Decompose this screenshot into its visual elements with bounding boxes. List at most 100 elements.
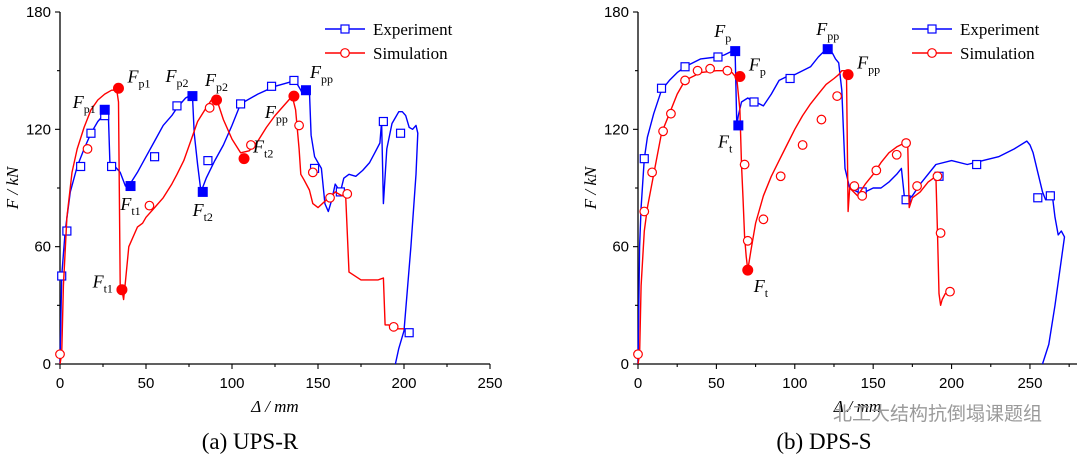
key-point-label: Fpp (264, 102, 288, 126)
data-point-circle (633, 349, 643, 360)
key-point-label-sub: p1 (138, 76, 150, 90)
data-point-square (972, 159, 982, 170)
data-point-square (639, 154, 649, 164)
key-point-square (300, 85, 311, 96)
key-point-label: Fpp (309, 62, 333, 86)
data-point-circle (849, 181, 860, 191)
y-tick-label: 60 (612, 239, 629, 256)
x-tick-label: 0 (634, 375, 642, 392)
y-tick-label: 120 (604, 121, 629, 138)
key-point-label-sub: p (760, 65, 766, 79)
x-tick-label: 50 (708, 375, 725, 392)
key-point-label: Ft2 (192, 200, 213, 224)
data-point-square (203, 156, 213, 166)
key-point-label-sub: pp (276, 112, 288, 126)
legend-marker-square (927, 24, 937, 34)
chart-ups-r: 0 50 100 150 200 250 0 60 120 180 Δ / mm F / kN (a) … (3, 4, 503, 454)
x-tick-label: 200 (939, 375, 964, 392)
key-point-square (187, 91, 198, 102)
data-point-circle (871, 165, 882, 176)
series-simulation (633, 63, 955, 365)
data-point-circle (307, 167, 318, 178)
key-point-label-main: F (815, 19, 828, 39)
key-point-label: Fp2 (164, 66, 188, 90)
data-point-square (395, 128, 406, 138)
chart-caption: (b) DPS-S (776, 429, 871, 454)
x-tick-label: 150 (305, 375, 330, 392)
key-point-label-sub: pp (827, 29, 839, 43)
data-point-square (1033, 193, 1043, 203)
data-point-square (266, 81, 277, 91)
key-point-square (730, 46, 741, 57)
data-point-circle (775, 171, 786, 182)
data-point-square (289, 75, 299, 86)
data-point-circle (204, 102, 215, 113)
key-point-label-sub: t2 (264, 147, 273, 161)
data-point-circle (388, 321, 399, 332)
key-point-square (99, 104, 110, 115)
key-point-label-sub: t (729, 141, 733, 155)
key-point-label: Fp1 (72, 92, 96, 116)
data-point-circle (692, 65, 703, 76)
key-point-label: Fp1 (126, 66, 150, 90)
data-point-circle (639, 206, 650, 217)
key-point-label-main: F (92, 272, 105, 292)
data-point-circle (932, 171, 943, 182)
x-axis-title: Δ / mm (833, 397, 881, 416)
data-point-circle (857, 190, 868, 201)
data-point-circle (797, 140, 808, 150)
key-point-label-main: F (856, 53, 869, 73)
x-tick-label: 50 (138, 375, 155, 392)
data-point-circle (722, 65, 733, 76)
key-point-square (125, 181, 136, 192)
key-point-label-sub: p2 (176, 76, 188, 90)
watermark-text: 北工大结构抗倒塌课题组 (833, 403, 1042, 425)
key-point-label: Ft (717, 131, 733, 155)
key-point-label: Ft1 (119, 194, 140, 218)
key-point-label-main: F (748, 55, 761, 75)
key-point-circle (116, 284, 128, 296)
legend-marker-square (340, 24, 350, 34)
data-point-square (749, 97, 759, 107)
data-point-circle (144, 200, 155, 211)
key-point-label: Ft1 (92, 272, 113, 296)
key-point-label-main: F (126, 66, 139, 86)
data-point-square (656, 83, 667, 93)
data-point-square (236, 99, 246, 109)
data-point-circle (758, 214, 769, 225)
key-point-label-sub: t1 (104, 282, 113, 296)
y-tick-label: 60 (34, 239, 51, 256)
data-point-circle (647, 167, 658, 178)
data-point-circle (945, 286, 955, 297)
data-point-square (1045, 191, 1055, 201)
key-point-label-main: F (753, 276, 766, 296)
x-tick-label: 0 (56, 375, 64, 392)
series-line-experiment (59, 79, 419, 365)
key-point-label-main: F (164, 66, 177, 86)
key-point-circle (742, 264, 754, 276)
key-point-square (197, 186, 208, 197)
data-point-square (150, 152, 160, 162)
key-point-label-main: F (717, 131, 730, 151)
data-point-circle (935, 228, 946, 238)
key-point-square (733, 120, 744, 131)
key-point-circle (211, 94, 223, 106)
data-point-square (785, 73, 795, 84)
y-tick-label: 180 (604, 4, 629, 21)
y-axis-title: F / kN (581, 165, 600, 210)
key-point-label-main: F (119, 194, 132, 214)
data-point-square (404, 328, 414, 338)
key-point-label: Fpp (856, 53, 880, 77)
key-point-label-main: F (192, 200, 205, 220)
key-point-label-main: F (204, 70, 217, 90)
data-point-square (57, 271, 67, 281)
data-point-square (86, 128, 96, 138)
series-line-experiment (637, 48, 1066, 365)
data-point-circle (742, 235, 753, 246)
key-point-circle (238, 153, 250, 165)
key-point-circle (288, 90, 300, 102)
series-line-simulation (59, 89, 404, 365)
key-point-label-sub: p2 (216, 80, 228, 94)
data-point-circle (658, 126, 668, 137)
